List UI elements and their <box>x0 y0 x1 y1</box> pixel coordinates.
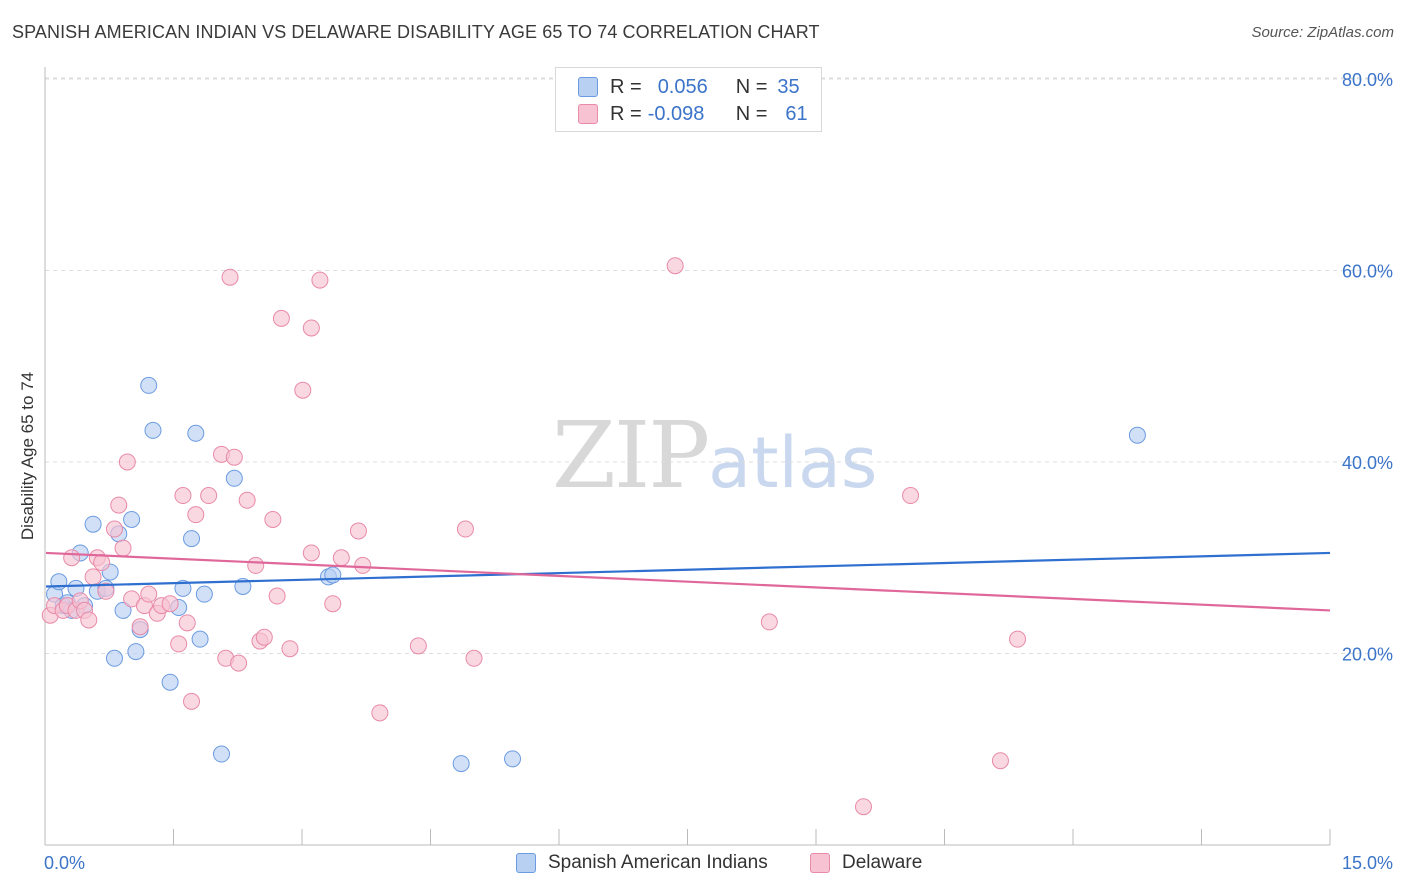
series-name: Delaware <box>842 852 923 873</box>
data-point-spanish-american-indians <box>1128 426 1146 444</box>
data-point-delaware <box>409 637 427 655</box>
data-point-spanish-american-indians <box>127 643 145 661</box>
data-point-delaware <box>465 649 483 667</box>
data-point-delaware <box>456 520 474 538</box>
legend-swatch-blue <box>578 77 598 97</box>
series-name: Spanish American Indians <box>548 852 768 873</box>
data-point-spanish-american-indians <box>324 566 342 584</box>
data-point-delaware <box>200 487 218 505</box>
data-point-spanish-american-indians <box>191 630 209 648</box>
y-tick-label: 80.0% <box>1342 70 1393 90</box>
data-point-delaware <box>371 704 389 722</box>
data-point-spanish-american-indians <box>105 649 123 667</box>
data-point-delaware <box>324 595 342 613</box>
data-point-delaware <box>174 487 192 505</box>
data-point-delaware <box>311 271 329 289</box>
data-point-delaware <box>302 319 320 337</box>
y-tick-label: 20.0% <box>1342 645 1393 665</box>
data-point-delaware <box>84 568 102 586</box>
legend-r-value: 0.056 <box>657 75 708 98</box>
data-point-spanish-american-indians <box>114 601 132 619</box>
data-point-spanish-american-indians <box>140 376 158 394</box>
data-point-spanish-american-indians <box>174 579 192 597</box>
data-point-delaware <box>140 585 158 603</box>
data-point-spanish-american-indians <box>225 469 243 487</box>
data-point-delaware <box>131 618 149 636</box>
legend-row-delaware: R = -0.098 N = 61 <box>578 102 808 126</box>
trend-line-spanish-american-indians <box>45 551 1331 588</box>
data-point-delaware <box>161 595 179 613</box>
data-point-delaware <box>902 487 920 505</box>
legend-swatch-pink <box>578 104 598 124</box>
trend-line-delaware <box>45 551 1331 612</box>
data-point-delaware <box>183 692 201 710</box>
data-point-delaware <box>110 496 128 514</box>
data-point-delaware <box>255 628 273 646</box>
y-tick-label: 40.0% <box>1342 453 1393 473</box>
legend-r-label: R = <box>610 75 642 98</box>
correlation-legend: R = 0.056 N = 35 R = -0.098 N = 61 <box>555 67 822 132</box>
data-point-delaware <box>302 544 320 562</box>
data-point-spanish-american-indians <box>504 750 522 768</box>
data-point-delaware <box>221 268 239 286</box>
data-point-delaware <box>93 554 111 572</box>
data-point-spanish-american-indians <box>452 755 470 773</box>
data-point-spanish-american-indians <box>183 530 201 548</box>
data-point-delaware <box>991 752 1009 770</box>
data-point-delaware <box>760 613 778 631</box>
data-point-spanish-american-indians <box>161 673 179 691</box>
data-point-delaware <box>225 448 243 466</box>
data-point-spanish-american-indians <box>187 424 205 442</box>
legend-n-label: N = <box>735 75 768 98</box>
data-point-delaware <box>281 640 299 658</box>
data-point-delaware <box>63 549 81 567</box>
data-point-delaware <box>264 510 282 528</box>
series-legend-item-delaware: Delaware <box>810 852 922 874</box>
data-point-spanish-american-indians <box>195 585 213 603</box>
data-point-delaware <box>666 257 684 275</box>
data-point-delaware <box>854 798 872 816</box>
legend-n-value: 35 <box>777 75 800 98</box>
x-tick-label: 0.0% <box>44 853 85 873</box>
data-point-delaware <box>170 635 188 653</box>
data-point-delaware <box>294 381 312 399</box>
legend-n-label: N = <box>735 102 768 125</box>
data-point-delaware <box>272 309 290 327</box>
data-point-spanish-american-indians <box>212 745 230 763</box>
data-point-delaware <box>178 614 196 632</box>
data-point-delaware <box>1009 630 1027 648</box>
data-point-delaware <box>118 453 136 471</box>
data-point-spanish-american-indians <box>84 515 102 533</box>
data-point-delaware <box>105 520 123 538</box>
data-point-delaware <box>349 522 367 540</box>
data-point-delaware <box>247 556 265 574</box>
source-label: Source: ZipAtlas.com <box>1251 24 1394 41</box>
data-point-delaware <box>97 582 115 600</box>
data-point-spanish-american-indians <box>144 421 162 439</box>
legend-r-value: -0.098 <box>647 102 705 125</box>
data-point-delaware <box>238 491 256 509</box>
chart-title: SPANISH AMERICAN INDIAN VS DELAWARE DISA… <box>12 22 820 42</box>
data-point-delaware <box>80 611 98 629</box>
data-point-delaware <box>268 587 286 605</box>
data-point-delaware <box>114 539 132 557</box>
data-point-delaware <box>332 549 350 567</box>
x-tick-label: 15.0% <box>1342 853 1393 873</box>
legend-row-spanish-american-indians: R = 0.056 N = 35 <box>578 75 800 99</box>
data-point-delaware <box>187 506 205 524</box>
series-legend: Spanish American Indians Delaware <box>0 852 1406 878</box>
series-legend-item-spanish-american-indians: Spanish American Indians <box>516 852 768 874</box>
series-swatch-pink <box>810 853 830 873</box>
series-swatch-blue <box>516 853 536 873</box>
data-point-delaware <box>230 654 248 672</box>
legend-n-value: 61 <box>785 102 808 125</box>
data-point-spanish-american-indians <box>123 510 141 528</box>
data-point-delaware <box>354 556 372 574</box>
y-tick-label: 60.0% <box>1342 262 1393 282</box>
legend-r-label: R = <box>610 102 642 125</box>
